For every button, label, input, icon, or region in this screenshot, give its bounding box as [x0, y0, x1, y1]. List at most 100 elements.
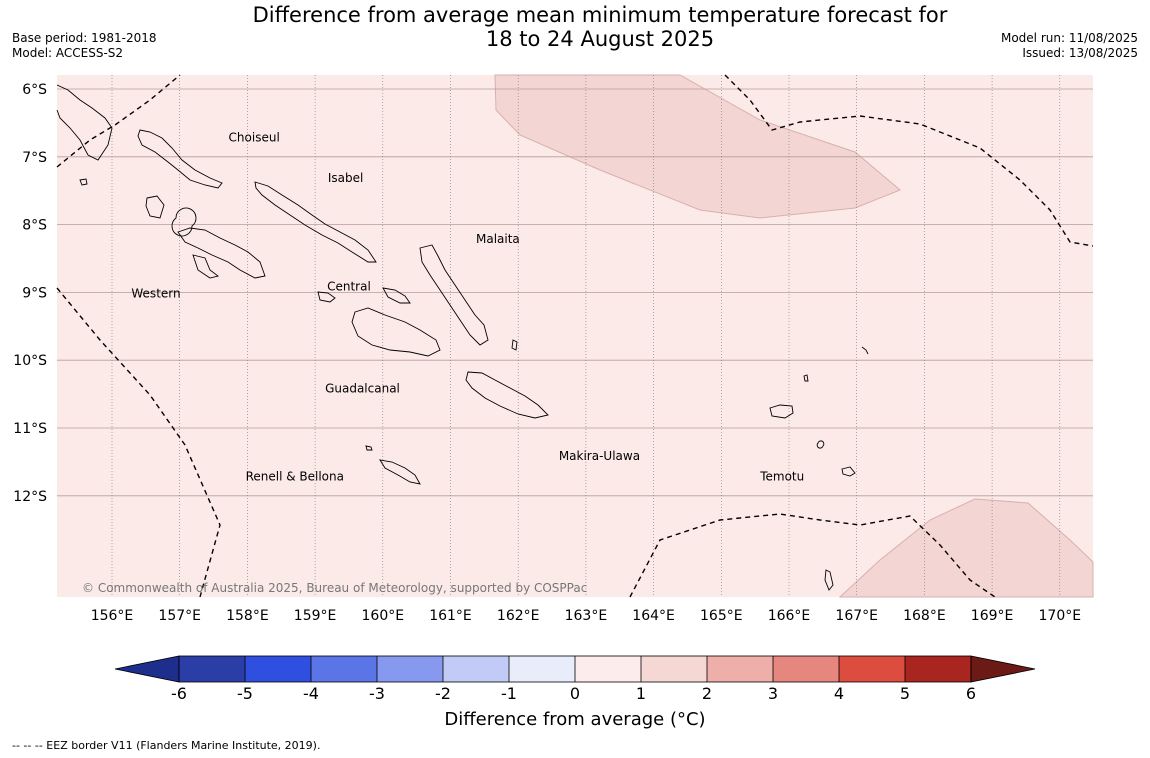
colorbar-swatch [377, 656, 443, 682]
lat-tick-label: 11°S [13, 421, 47, 437]
colorbar-tick-label: -3 [369, 684, 385, 703]
colorbar-swatch [443, 656, 509, 682]
colorbar-tick-label: 0 [570, 684, 580, 703]
colorbar-extend-low [114, 655, 180, 683]
region-label: Renell & Bellona [246, 469, 344, 483]
region-label: Malaita [476, 232, 520, 246]
colorbar-tick-label: 1 [636, 684, 646, 703]
lon-tick-label: 162°E [497, 608, 540, 624]
map-background [57, 75, 1093, 597]
lon-tick-label: 164°E [632, 608, 675, 624]
island-small-reef [861, 346, 869, 355]
lon-tick-label: 158°E [226, 608, 269, 624]
colorbar-label: Difference from average (°C) [444, 709, 706, 730]
lon-tick-label: 169°E [971, 608, 1014, 624]
lon-tick-label: 161°E [429, 608, 472, 624]
latitude-labels: 6°S 7°S 8°S 9°S 10°S 11°S 12°S [13, 82, 47, 505]
lon-tick-label: 170°E [1039, 608, 1082, 624]
colorbar-swatch [707, 656, 773, 682]
island-isabel [254, 181, 377, 263]
region-labels: Choiseul Isabel Malaita Western Central Guada… [131, 130, 804, 483]
island-rendova [192, 254, 220, 279]
lat-tick-label: 9°S [22, 285, 47, 301]
colorbar-swatch [641, 656, 707, 682]
colorbar-swatch [839, 656, 905, 682]
lon-tick-label: 167°E [835, 608, 878, 624]
longitude-gridlines [111, 75, 1061, 597]
lon-tick-label: 156°E [91, 608, 134, 624]
meta-left: Base period: 1981-2018 Model: ACCESS-S2 [12, 31, 157, 61]
island-santa-cruz [769, 404, 794, 419]
eez-footnote: -- -- -- EEZ border V11 (Flanders Marine… [12, 739, 321, 752]
lat-tick-label: 8°S [22, 218, 47, 234]
model-run: Model run: 11/08/2025 [1000, 31, 1138, 45]
model-name: Model: ACCESS-S2 [12, 46, 124, 60]
colorbar-tick-label: -5 [237, 684, 253, 703]
colorbar-tick-label: -1 [501, 684, 517, 703]
title-line-1: Difference from average mean minimum tem… [252, 3, 948, 27]
island-makira [465, 371, 549, 419]
island-florida [317, 291, 336, 303]
island-bougainville [56, 84, 113, 161]
colorbar-extend-high [970, 655, 1036, 683]
region-label: Western [131, 286, 180, 300]
colorbar-tick-label: 2 [702, 684, 712, 703]
island-vanikoro [841, 466, 856, 477]
island-russell [382, 287, 411, 304]
lon-tick-label: 166°E [768, 608, 811, 624]
eez-borders [56, 74, 1094, 598]
colorbar-swatch [245, 656, 311, 682]
island-guadalcanal [351, 307, 441, 357]
region-label: Choiseul [229, 130, 280, 144]
island-choiseul [137, 129, 223, 189]
anomaly-area-north [494, 74, 901, 219]
lat-tick-label: 12°S [13, 489, 47, 505]
meta-right: Model run: 11/08/2025 Issued: 13/08/2025 [1001, 31, 1138, 61]
lat-tick-label: 7°S [22, 150, 47, 166]
eez-line-southwest [56, 287, 221, 598]
anomaly-area-southeast [838, 498, 1094, 598]
lon-tick-label: 168°E [903, 608, 946, 624]
longitude-labels: 156°E 157°E 158°E 159°E 160°E 161°E 162°E 163°E… [91, 608, 1081, 624]
island-vella-lavella [145, 195, 165, 219]
island-new-georgia [177, 227, 266, 279]
eez-line-west [56, 74, 181, 168]
lon-tick-label: 160°E [362, 608, 405, 624]
copyright-text: © Commonwealth of Australia 2025, Bureau… [82, 581, 587, 595]
colorbar-tick-label: -2 [435, 684, 451, 703]
colorbar-swatch [311, 656, 377, 682]
region-label: Makira-Ulawa [559, 449, 640, 463]
page-title: Difference from average mean minimum tem… [0, 3, 1150, 51]
colorbar-tick-label: 5 [900, 684, 910, 703]
island-malaita [419, 244, 489, 346]
title-line-2: 18 to 24 August 2025 [485, 27, 715, 51]
lon-tick-label: 165°E [700, 608, 743, 624]
island-small-malaita [511, 339, 518, 351]
lon-tick-label: 157°E [158, 608, 201, 624]
lon-tick-label: 163°E [565, 608, 608, 624]
colorbar-swatch [575, 656, 641, 682]
island-south-small [824, 569, 834, 591]
region-label: Temotu [759, 469, 804, 483]
island-kolombangara [171, 207, 197, 237]
lat-tick-label: 10°S [13, 353, 47, 369]
region-label: Guadalcanal [325, 381, 400, 395]
colorbar-tick-label: 4 [834, 684, 844, 703]
colorbar-tick-label: 6 [966, 684, 976, 703]
island-utupua [816, 440, 825, 449]
island-bellona [365, 445, 373, 451]
islands [56, 84, 869, 591]
colorbar-swatch [179, 656, 245, 682]
colorbar-swatch [905, 656, 971, 682]
colorbar-swatch [509, 656, 575, 682]
anomaly-areas [494, 74, 1094, 598]
island-reef-islands [803, 374, 809, 382]
region-label: Isabel [328, 171, 363, 185]
island-small-north [79, 178, 88, 186]
base-period: Base period: 1981-2018 [12, 31, 157, 45]
lon-tick-label: 159°E [294, 608, 337, 624]
lat-tick-label: 6°S [22, 82, 47, 98]
colorbar-swatch [773, 656, 839, 682]
island-rennell [379, 459, 421, 485]
